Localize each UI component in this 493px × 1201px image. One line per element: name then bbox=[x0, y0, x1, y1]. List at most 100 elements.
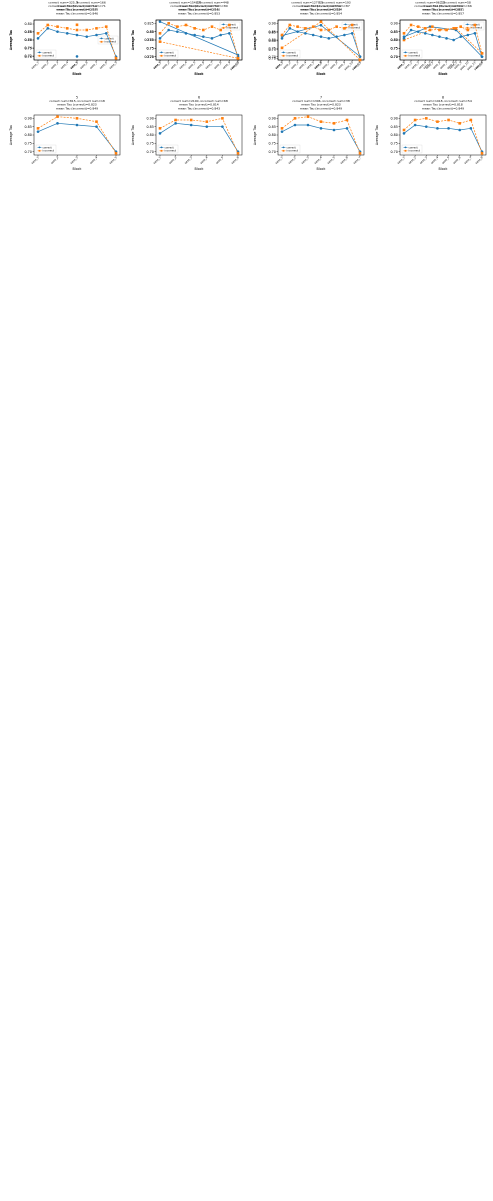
x-tick-label: sess_10 bbox=[459, 60, 470, 71]
legend-box bbox=[401, 144, 423, 154]
y-tick-label: 0.85 bbox=[268, 30, 275, 34]
x-tick-label: sess_6 bbox=[313, 60, 323, 70]
legend-marker-correct bbox=[466, 23, 469, 26]
point-incorrect bbox=[469, 118, 473, 122]
x-tick-label: sess_2 bbox=[403, 60, 413, 70]
point-correct bbox=[75, 123, 79, 127]
point-correct bbox=[280, 37, 284, 40]
point-correct bbox=[469, 127, 473, 130]
series-line-correct bbox=[403, 124, 483, 152]
chart-subtitle: mean Tau (incorrect)=0.798 bbox=[56, 8, 98, 12]
x-tick-label: sess_6 bbox=[452, 155, 462, 165]
legend-label-correct: correct bbox=[43, 50, 52, 54]
point-correct bbox=[167, 28, 170, 32]
point-incorrect bbox=[473, 23, 477, 27]
x-tick-label: sess_7 bbox=[352, 155, 362, 165]
point-incorrect bbox=[202, 28, 205, 32]
legend-label-correct: correct bbox=[287, 145, 296, 149]
x-tick-label: sess_3 bbox=[419, 155, 429, 165]
x-axis-label: Block bbox=[73, 167, 82, 171]
point-incorrect bbox=[236, 152, 240, 155]
y-axis-label: Average Tau bbox=[9, 30, 13, 50]
point-incorrect bbox=[280, 127, 284, 130]
point-incorrect bbox=[95, 27, 98, 30]
legend-label-incorrect: incorrect bbox=[409, 54, 420, 58]
y-axis-label: Average Tau bbox=[253, 30, 257, 50]
x-tick-label: sess_3 bbox=[352, 60, 362, 70]
y-tick-label: 0.80 bbox=[390, 133, 397, 137]
legend-label-correct: correct bbox=[43, 145, 52, 149]
x-tick-label: sess_2 bbox=[161, 60, 171, 70]
chart-title: correct num=1306, incorrect num=38 bbox=[292, 99, 350, 103]
point-incorrect bbox=[104, 25, 108, 28]
point-correct bbox=[36, 37, 40, 40]
point-incorrect bbox=[358, 152, 362, 155]
point-correct bbox=[345, 127, 349, 130]
point-incorrect bbox=[205, 120, 209, 123]
x-axis-label: Block bbox=[439, 72, 448, 76]
y-tick-label: 0.70 bbox=[268, 55, 275, 59]
y-tick-label: 0.72 bbox=[24, 54, 31, 58]
panel-number: 8 bbox=[442, 96, 444, 100]
point-correct bbox=[75, 55, 79, 58]
x-tick-label: sess_8 bbox=[329, 60, 339, 70]
series-line-correct bbox=[159, 122, 239, 152]
series-line-incorrect bbox=[403, 117, 483, 154]
legend-marker-incorrect bbox=[100, 40, 103, 43]
x-tick-label: sess_1 bbox=[396, 60, 406, 70]
y-tick-label: 0.70 bbox=[24, 150, 31, 154]
point-correct bbox=[85, 35, 89, 38]
point-correct bbox=[438, 35, 441, 38]
point-correct bbox=[327, 37, 331, 40]
point-incorrect bbox=[413, 118, 417, 122]
point-correct bbox=[445, 37, 448, 40]
x-tick-label: sess_2 bbox=[422, 60, 432, 70]
panel-number: 11 bbox=[319, 1, 323, 5]
point-incorrect bbox=[221, 117, 224, 120]
x-tick-label: sess_1 bbox=[69, 60, 79, 70]
point-incorrect bbox=[210, 25, 214, 28]
x-tick-label: sess_5 bbox=[187, 60, 197, 70]
chart-subtitle: mean Tau (incorrect)=0.849 bbox=[56, 106, 98, 110]
y-tick-label: 0.80 bbox=[268, 38, 275, 42]
x-tick-label: sess_9 bbox=[108, 60, 118, 70]
y-tick-label: 0.76 bbox=[24, 38, 31, 42]
point-incorrect bbox=[304, 27, 307, 30]
point-correct bbox=[424, 125, 428, 128]
x-tick-label: sess_3 bbox=[300, 155, 310, 165]
point-incorrect bbox=[56, 25, 59, 28]
x-tick-label: sess_9 bbox=[222, 60, 232, 70]
legend-marker-incorrect bbox=[222, 26, 225, 29]
point-correct bbox=[480, 55, 484, 58]
point-correct bbox=[193, 33, 196, 37]
y-axis-label: Average Tau bbox=[131, 30, 135, 50]
point-incorrect bbox=[454, 27, 458, 30]
point-incorrect bbox=[85, 28, 89, 32]
x-tick-label: sess_7 bbox=[89, 60, 99, 70]
point-correct bbox=[202, 35, 205, 38]
chart-title: correct num=1279, incorrect num=193 bbox=[291, 1, 350, 5]
y-tick-label: 0.70 bbox=[268, 150, 275, 154]
point-correct bbox=[293, 123, 297, 127]
point-correct bbox=[46, 27, 50, 30]
point-incorrect bbox=[95, 120, 98, 123]
chart-title: correct num=962, incorrect num=58 bbox=[415, 1, 471, 5]
y-tick-label: 0.725 bbox=[144, 55, 153, 59]
point-correct bbox=[473, 32, 477, 35]
point-correct bbox=[189, 123, 193, 127]
y-tick-label: 0.90 bbox=[268, 117, 275, 121]
point-correct bbox=[311, 33, 315, 37]
y-tick-label: 0.85 bbox=[390, 30, 397, 34]
point-incorrect bbox=[56, 115, 59, 118]
point-incorrect bbox=[174, 118, 177, 122]
legend-marker-correct bbox=[404, 51, 407, 54]
point-correct bbox=[416, 30, 420, 33]
x-tick-label: sess_1 bbox=[396, 60, 406, 70]
x-tick-label: sess_1 bbox=[152, 155, 162, 165]
y-tick-label: 0.90 bbox=[268, 22, 275, 26]
y-tick-label: 0.75 bbox=[146, 47, 153, 51]
point-incorrect bbox=[36, 127, 40, 130]
